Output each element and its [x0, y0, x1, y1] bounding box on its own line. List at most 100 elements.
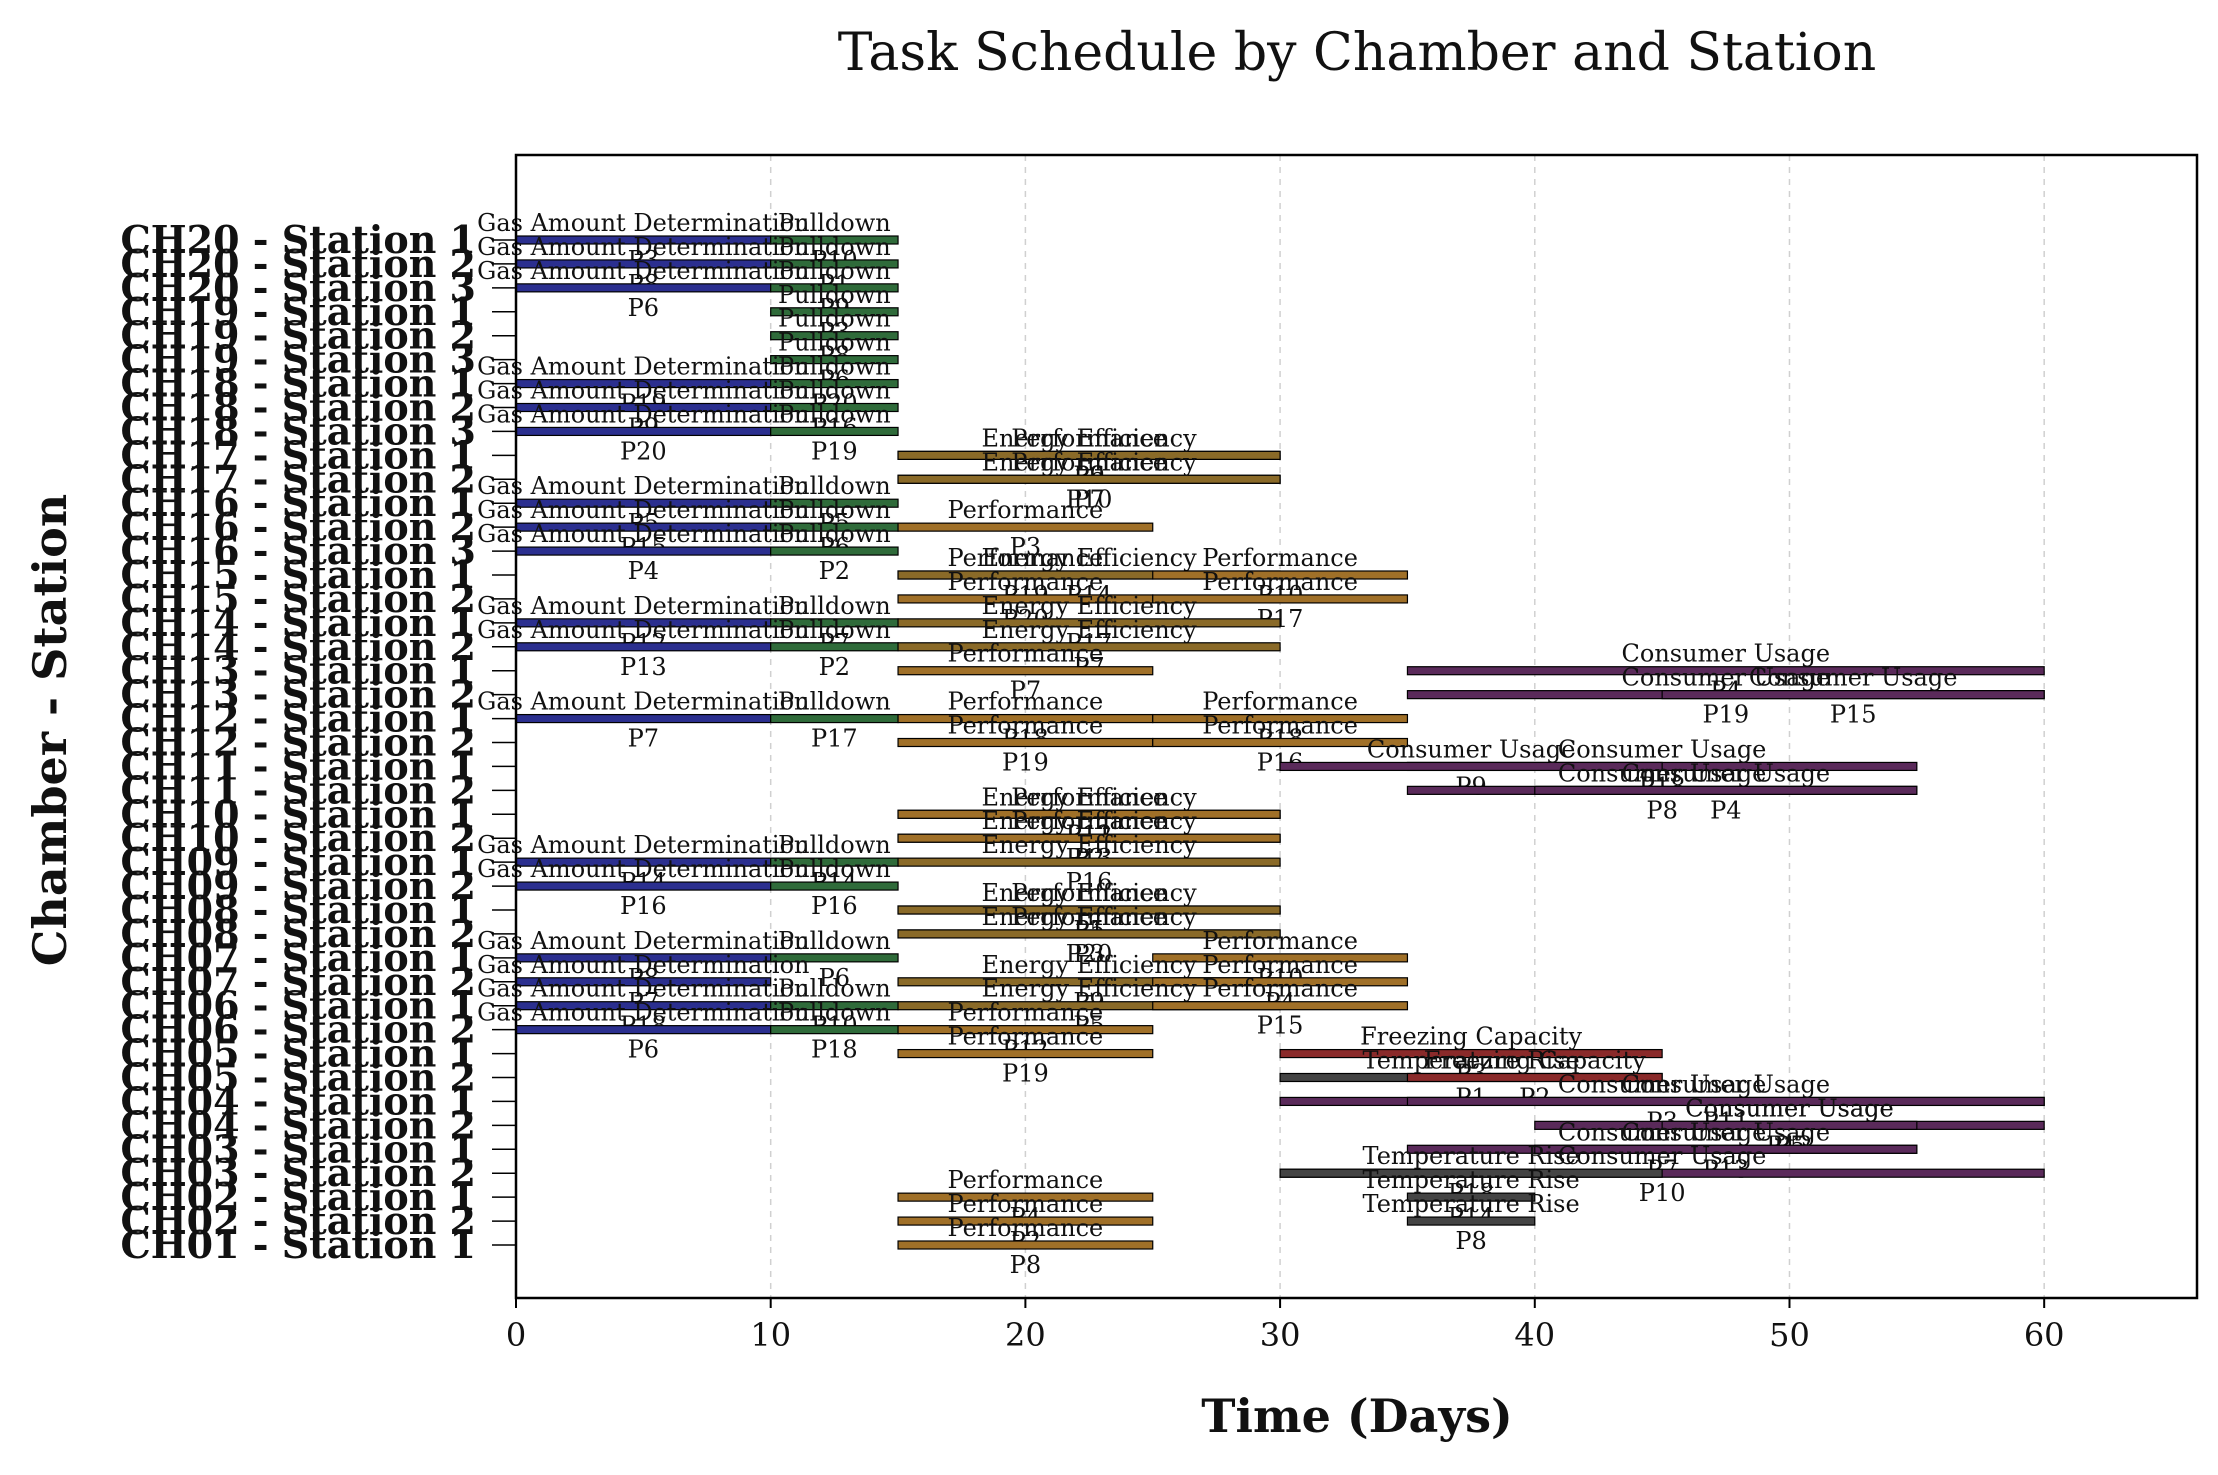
task-product-label: P7 — [628, 725, 659, 753]
task-test-label: Pulldown — [778, 999, 891, 1027]
task-bar — [515, 546, 772, 556]
task-product-label: P8 — [1455, 1227, 1486, 1255]
task-bar — [1152, 737, 1409, 748]
task-test-label: Performance — [948, 1166, 1104, 1194]
task-product-label: P4 — [628, 557, 659, 585]
task-test-label: Gas Amount Determination — [477, 831, 809, 859]
task-test-label: Pulldown — [778, 377, 891, 405]
task-product-label: P6 — [628, 294, 659, 322]
task-test-label: Performance — [1202, 688, 1358, 716]
row-label: CH13 - Station 1 — [120, 648, 476, 693]
task-bar — [515, 713, 772, 724]
task-test-label: Performance — [948, 496, 1104, 524]
task-product-label: P19 — [811, 437, 858, 465]
task-product-label: P18 — [811, 1036, 858, 1064]
row-label: CH08 - Station 2 — [120, 911, 476, 956]
task-bar — [897, 1048, 1154, 1059]
task-bar — [1279, 1168, 1663, 1178]
task-bar — [1152, 977, 1409, 987]
task-test-label: Consumer Usage — [1558, 1118, 1767, 1146]
task-test-label: Pulldown — [778, 472, 891, 500]
task-test-label: Gas Amount Determination — [477, 472, 809, 500]
task-product-label: P10 — [1066, 485, 1113, 513]
task-test-label: Energy Efficiency — [981, 616, 1197, 644]
task-test-label: Energy Efficiency — [981, 424, 1197, 452]
row-label: CH20 - Station 2 — [120, 241, 476, 286]
task-test-label: Performance — [1011, 879, 1167, 907]
task-test-label: Consumer Usage — [1622, 1118, 1831, 1146]
row-label: CH06 - Station 2 — [120, 1007, 476, 1052]
task-product-label: P19 — [1702, 701, 1749, 729]
task-test-label: Energy Efficiency — [981, 903, 1197, 931]
task-product-label: P6 — [628, 1036, 659, 1064]
task-product-label: P6 — [819, 964, 850, 992]
y-axis-label: Chamber - Station — [23, 494, 77, 966]
task-bar — [897, 1216, 1154, 1226]
task-product-label: P3 — [1073, 940, 1104, 968]
task-test-label: Freezing Capacity — [1360, 1023, 1582, 1051]
task-test-label: Gas Amount Determination — [477, 999, 809, 1027]
task-test-label: Pulldown — [778, 975, 891, 1003]
task-test-label: Energy Efficiency — [981, 783, 1197, 811]
task-test-label: Consumer Usage — [1685, 1094, 1894, 1122]
task-test-label: Performance — [948, 688, 1104, 716]
task-bar — [515, 881, 772, 891]
row-label: CH19 - Station 2 — [120, 313, 476, 358]
row-label: CH07 - Station 2 — [120, 959, 476, 1004]
x-tick-label: 40 — [1514, 1316, 1555, 1354]
task-bar — [1661, 1120, 1918, 1130]
task-test-label: Temperature Rise — [1363, 1047, 1580, 1075]
row-label: CH19 - Station 3 — [120, 337, 476, 382]
task-bar — [1152, 570, 1409, 580]
task-bar — [515, 283, 772, 293]
task-bar — [1152, 713, 1409, 724]
task-bar — [770, 355, 899, 365]
task-test-label: Energy Efficiency — [981, 448, 1197, 476]
row-label: CH18 - Station 3 — [120, 408, 476, 453]
task-bar — [770, 426, 899, 437]
task-test-label: Pulldown — [778, 855, 891, 883]
task-product-label: P17 — [811, 725, 858, 753]
row-label: CH16 - Station 2 — [120, 504, 476, 549]
row-label: CH16 - Station 1 — [120, 480, 476, 525]
row-label: CH17 - Station 2 — [120, 456, 476, 501]
task-test-label: Pulldown — [778, 592, 891, 620]
task-test-label: Pulldown — [778, 281, 891, 309]
task-test-label: Consumer Usage — [1622, 1070, 1831, 1098]
row-label: CH09 - Station 2 — [120, 863, 476, 908]
row-label: CH11 - Station 1 — [120, 743, 476, 788]
task-test-label: Gas Amount Determination — [477, 257, 809, 285]
task-product-label: P19 — [1002, 749, 1049, 777]
task-product-label: P2 — [819, 557, 850, 585]
task-test-label: Consumer Usage — [1749, 664, 1958, 692]
plot-frame — [514, 153, 2199, 1300]
task-test-label: Pulldown — [778, 520, 891, 548]
task-test-label: Energy Efficiency — [981, 807, 1197, 835]
row-label: CH19 - Station 1 — [120, 289, 476, 334]
task-test-label: Energy Efficiency — [981, 831, 1197, 859]
task-test-label: Consumer Usage — [1622, 640, 1831, 668]
task-bar — [1152, 1001, 1409, 1011]
task-test-label: Consumer Usage — [1558, 759, 1767, 787]
task-product-label: P20 — [1066, 940, 1113, 968]
row-label: CH06 - Station 1 — [120, 983, 476, 1028]
x-tick-label: 20 — [1005, 1316, 1046, 1354]
task-test-label: Gas Amount Determination — [477, 975, 809, 1003]
task-test-label: Performance — [1011, 448, 1167, 476]
task-test-label: Gas Amount Determination — [477, 209, 809, 237]
task-bar — [770, 307, 899, 317]
task-bar — [1661, 690, 2045, 700]
task-bar — [897, 450, 1281, 460]
task-bar — [1152, 953, 1409, 963]
task-test-label: Pulldown — [778, 400, 891, 428]
row-label: CH16 - Station 3 — [120, 528, 476, 573]
task-product-label: P3 — [1010, 533, 1041, 561]
task-test-label: Temperature Rise — [1363, 1190, 1580, 1218]
task-test-label: Performance — [1011, 807, 1167, 835]
x-tick-label: 30 — [1260, 1316, 1301, 1354]
task-product-label: P8 — [1646, 796, 1677, 824]
task-bar — [515, 642, 772, 652]
task-bar — [1279, 1048, 1663, 1059]
task-test-label: Gas Amount Determination — [477, 400, 809, 428]
